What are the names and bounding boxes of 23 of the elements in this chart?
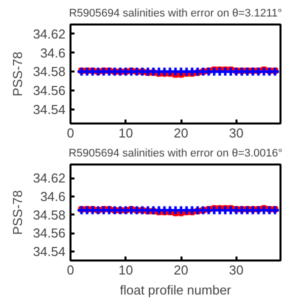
y-tick-label: 34.56 bbox=[32, 226, 66, 241]
x-tick-label: 20 bbox=[174, 126, 188, 140]
x-tick-label: 0 bbox=[66, 126, 74, 140]
x-tick-label: 10 bbox=[118, 262, 133, 278]
x-tick-label: 30 bbox=[229, 126, 244, 140]
x-tick-label: 0 bbox=[66, 262, 74, 278]
y-tick-label: 34.58 bbox=[32, 207, 66, 222]
y-tick-label: 34.62 bbox=[32, 26, 66, 42]
x-axis-title: float profile number bbox=[120, 282, 232, 298]
y-tick-label: 34.58 bbox=[32, 64, 66, 80]
y-tick-label: 34.56 bbox=[32, 83, 66, 98]
y-tick-label: 34.54 bbox=[32, 244, 66, 259]
y-tick-label: 34.62 bbox=[32, 170, 66, 186]
x-tick-label: 10 bbox=[118, 126, 133, 140]
x-tick-label: 20 bbox=[174, 262, 188, 278]
y-tick-label: 34.6 bbox=[40, 45, 66, 60]
chart-title: R5905694 salinities with error on θ=3.1211° bbox=[68, 8, 282, 20]
y-tick-label: 34.6 bbox=[40, 189, 66, 204]
y-axis-title: PSS-78 bbox=[10, 190, 25, 235]
y-axis-title: PSS-78 bbox=[10, 52, 25, 96]
y-tick-label: 34.54 bbox=[32, 102, 66, 117]
chart-title: R5905694 salinities with error on θ=3.0016° bbox=[68, 148, 282, 160]
x-tick-label: 30 bbox=[229, 262, 244, 278]
